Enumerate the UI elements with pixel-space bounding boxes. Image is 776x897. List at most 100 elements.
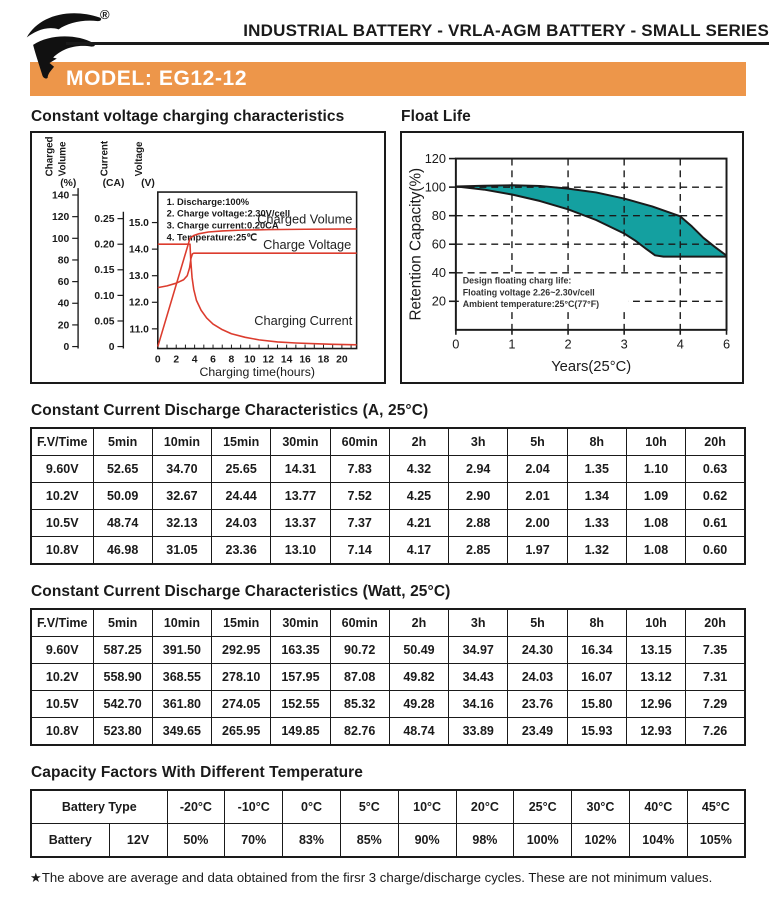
cell: 34.43 [448,663,509,691]
tick-label: 13.0 [129,271,149,282]
column-header: 20h [685,608,746,637]
tick-label: 0 [109,342,115,353]
cell: 12.96 [625,690,687,718]
y-tick-label: 100 [425,180,446,195]
column-header: 2h [388,608,450,637]
cell: 7.26 [685,717,746,746]
cell: 100% [513,823,573,858]
cell: 85.32 [329,690,390,718]
cell: 2.04 [507,455,568,483]
tick-label: 0.15 [94,265,114,276]
cell: 1.97 [507,536,568,565]
cell: 16.07 [566,663,627,691]
series-volume [157,228,357,347]
cell: 1.33 [566,509,627,537]
cell: 102% [571,823,630,858]
cell: 292.95 [211,636,272,664]
x-tick-label: 14 [281,354,293,365]
tick-label: 120 [52,212,69,223]
cell: 14.31 [270,455,331,483]
cell: 48.74 [388,717,450,746]
x-tick-label: 3 [621,337,628,352]
y-tick-label: 60 [432,237,446,252]
chart-note: 2. Charge voltage:2.30V/cell [167,209,290,219]
cell: 46.98 [92,536,153,565]
cell: 1.09 [625,482,687,510]
column-header: 8h [566,608,627,637]
tick-label: 0 [63,342,69,353]
cell: 13.37 [270,509,331,537]
model-banner: MODEL: EG12-12 [30,62,746,96]
y-tick-label: 120 [425,151,446,166]
column-header: Battery Type [30,789,168,824]
cell: 1.32 [566,536,627,565]
x-tick-label: 1 [508,337,515,352]
cell: 4.17 [388,536,450,565]
cell: 16.34 [566,636,627,664]
column-header: 2h [388,427,450,456]
cell: 98% [455,823,515,858]
column-header: 3h [448,427,509,456]
x-tick-label: 2 [565,337,572,352]
header-row: F.V/Time 5min 10min 15min 30min 60min 2h 3h 5h 8h… [30,608,746,637]
footnote: ★The above are average and data obtained… [30,870,713,885]
cell: 13.10 [270,536,331,565]
cell: 33.89 [448,717,509,746]
plot-frame [157,191,358,350]
cell: 265.95 [211,717,272,746]
chart-note: 3. Charge current:0.20CA [167,220,279,230]
y-tick-label: 80 [432,208,446,223]
cell: 149.85 [270,717,331,746]
table-row: Battery 12V 50% 70% 83% 85% 90% 98% 100% 102% 104%… [30,823,746,858]
column-header: 10h [625,608,687,637]
tick-label: 0.10 [94,291,114,302]
cell: 34.70 [151,455,213,483]
cell: 2.90 [448,482,509,510]
cell: 7.37 [329,509,390,537]
y-tick-label: 40 [432,265,446,280]
cell: 1.34 [566,482,627,510]
cell: 7.29 [685,690,746,718]
charging-chart-box: 0 20 40 60 80 100 120 140 Charged Volume (%) 0 0.05 0… [30,131,386,384]
axis-unit: (%) [60,178,76,189]
retention-band [455,185,727,257]
column-header: 30°C [571,789,630,824]
axis-unit: (CA) [103,178,125,189]
float-life-chart-box: 120 100 80 60 40 20 0 1 2 3 4 6 Years(25°C) Retention… [400,131,744,384]
column-header: 5h [507,608,568,637]
cell: 34.16 [448,690,509,718]
cell: 48.74 [92,509,153,537]
capacity-factors-section: Capacity Factors With Different Temperat… [30,764,746,858]
column-header: 60min [329,608,390,637]
cell: 25.65 [211,455,272,483]
cell: 163.35 [270,636,331,664]
tick-label: 12.0 [129,298,149,309]
tick-label: 0.25 [94,214,114,225]
x-tick-label: 6 [210,354,216,365]
cell: 7.83 [329,455,390,483]
series-label: Charged Volume [257,212,352,227]
cell: 50.49 [388,636,450,664]
cell: 34.97 [448,636,509,664]
row-header: 10.2V [30,482,94,510]
cell: 105% [686,823,746,858]
column-header: 10min [151,608,213,637]
row-header: Battery [30,823,110,858]
cell: 12V [108,823,168,858]
charging-chart-section: Constant voltage charging characteristic… [30,108,386,384]
table-row: 10.8V 46.98 31.05 23.36 13.10 7.14 4.17 2.85 1.9… [30,536,746,565]
column-header: 3h [448,608,509,637]
cell: 104% [628,823,688,858]
cell: 542.70 [92,690,153,718]
cell: 368.55 [151,663,213,691]
cell: 82.76 [329,717,390,746]
column-header: 8h [566,427,627,456]
column-header: 25°C [513,789,573,824]
column-header: 40°C [628,789,688,824]
cell: 85% [339,823,399,858]
discharge-watt-section: Constant Current Discharge Characteristi… [30,583,746,746]
cell: 13.12 [625,663,687,691]
cell: 12.93 [625,717,687,746]
row-header: 10.5V [30,690,94,718]
